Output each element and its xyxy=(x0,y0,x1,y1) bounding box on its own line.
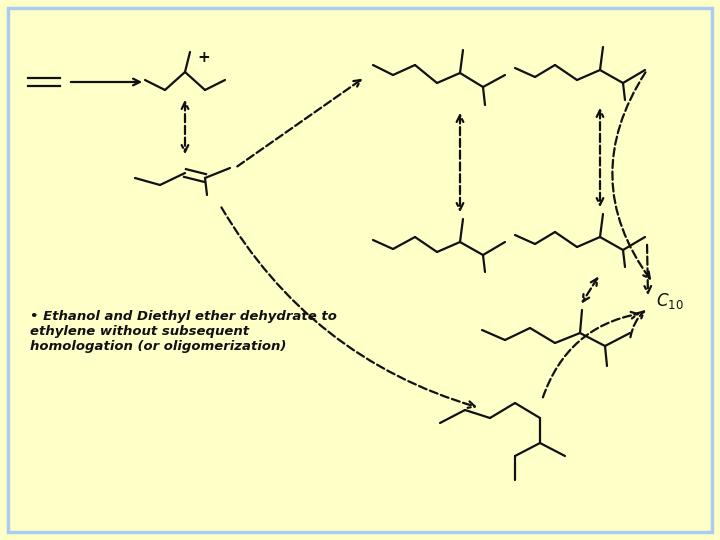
Text: $\mathit{C}_{10}$: $\mathit{C}_{10}$ xyxy=(656,291,683,311)
Text: +: + xyxy=(197,50,210,65)
Text: • Ethanol and Diethyl ether dehydrate to
ethylene without subsequent
homologatio: • Ethanol and Diethyl ether dehydrate to… xyxy=(30,310,337,353)
